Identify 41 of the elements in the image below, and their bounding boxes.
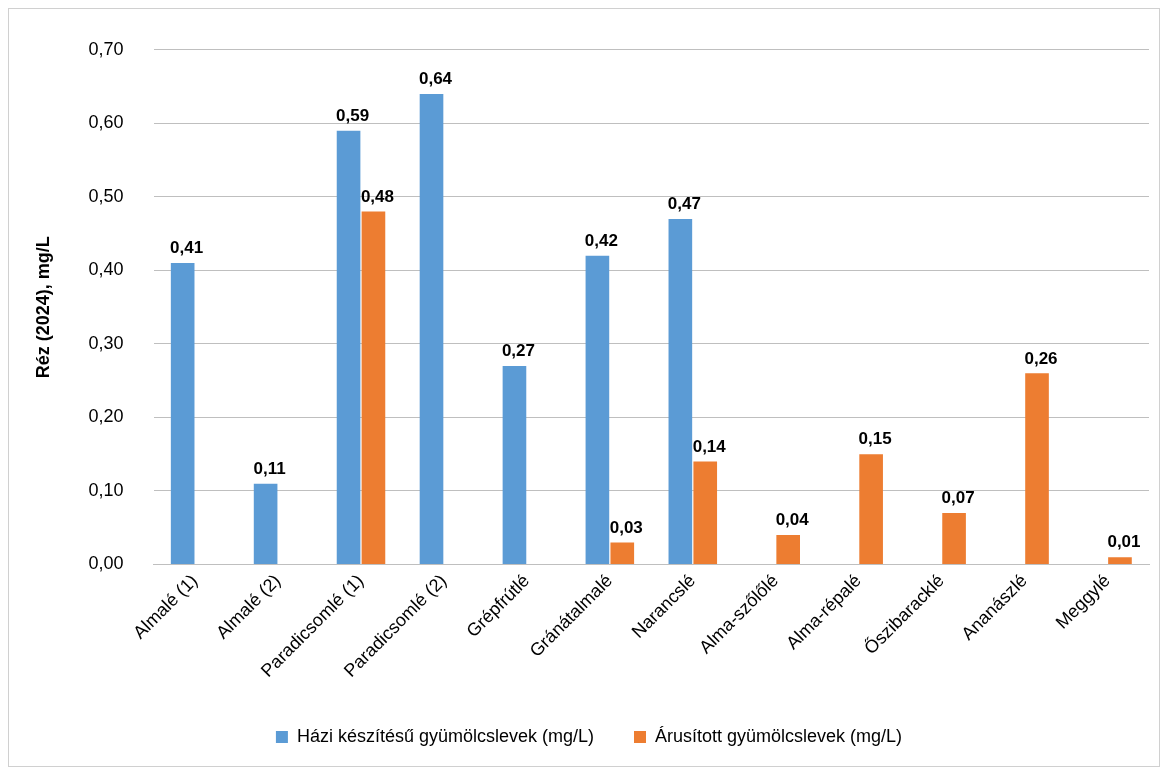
bar	[1025, 373, 1049, 565]
bar	[859, 454, 883, 565]
data-label: 0,41	[170, 238, 204, 258]
data-label: 0,26	[1024, 348, 1058, 368]
data-label: 0,59	[336, 105, 370, 125]
y-tick-label: 0,30	[88, 332, 124, 353]
bar	[361, 211, 386, 565]
bar	[253, 483, 278, 565]
bar	[585, 255, 610, 565]
data-label: 0,27	[501, 341, 535, 361]
bar	[170, 263, 195, 565]
data-label: 0,15	[858, 429, 892, 449]
data-label: 0,64	[418, 69, 453, 89]
y-axis-title: Réz (2024), mg/L	[32, 236, 53, 379]
data-label: 0,14	[692, 436, 727, 456]
y-tick-label: 0,40	[88, 259, 124, 280]
data-label: 0,01	[1107, 532, 1141, 552]
y-tick-label: 0,20	[88, 406, 124, 427]
bar	[419, 93, 444, 565]
data-label: 0,47	[667, 194, 701, 214]
bar	[776, 535, 800, 565]
y-tick-label: 0,10	[88, 479, 124, 500]
data-label: 0,48	[360, 186, 394, 206]
y-tick-label: 0,70	[88, 38, 124, 59]
legend-label: Házi készítésű gyümölcslevek (mg/L)	[296, 725, 595, 746]
y-tick-label: 0,00	[88, 553, 124, 574]
data-label: 0,11	[253, 458, 286, 478]
y-tick-label: 0,60	[88, 112, 124, 133]
bar	[693, 461, 718, 565]
legend-label: Árusított gyümölcslevek (mg/L)	[655, 725, 903, 746]
data-label: 0,07	[941, 488, 975, 508]
data-label: 0,42	[584, 230, 618, 250]
bar	[1108, 557, 1132, 565]
data-label: 0,04	[775, 510, 810, 530]
y-tick-label: 0,50	[88, 185, 124, 206]
bar	[502, 365, 527, 565]
bar	[942, 513, 966, 565]
bar	[336, 130, 361, 565]
bar	[668, 218, 693, 565]
data-label: 0,03	[609, 517, 643, 537]
bar	[610, 542, 635, 565]
